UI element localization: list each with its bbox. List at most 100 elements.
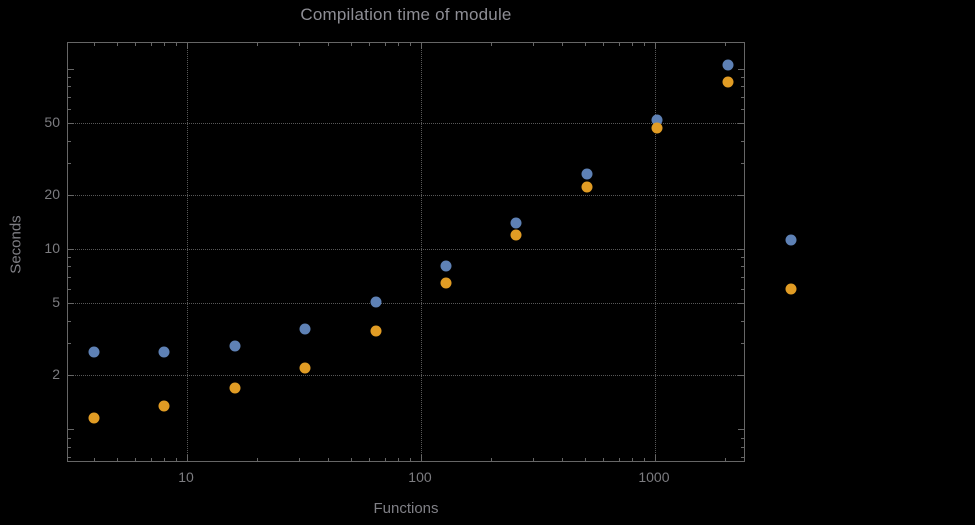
tick-mark [398, 458, 399, 461]
tick-mark [68, 141, 71, 142]
y-gridline [68, 194, 744, 196]
x-gridline [187, 43, 188, 461]
y-tick-label: 20 [44, 185, 60, 202]
tick-mark [68, 321, 71, 322]
tick-mark [603, 43, 604, 46]
x-tick-label: 1000 [638, 469, 670, 485]
data-point-series-2-orange [299, 362, 311, 374]
tick-mark [299, 458, 300, 461]
x-tick-label: 10 [178, 469, 194, 485]
tick-mark [68, 123, 74, 124]
data-point-series-2-orange [651, 122, 663, 134]
data-point-series-2-orange [229, 382, 241, 394]
tick-mark [741, 77, 744, 78]
tick-mark [738, 123, 744, 124]
tick-mark [741, 343, 744, 344]
tick-mark [328, 43, 329, 46]
tick-mark [585, 458, 586, 461]
tick-mark [619, 43, 620, 46]
tick-mark [655, 455, 656, 461]
x-tick-label: 100 [408, 469, 432, 485]
tick-mark [164, 458, 165, 461]
tick-mark [68, 457, 71, 458]
tick-mark [619, 458, 620, 461]
tick-mark [68, 277, 71, 278]
tick-mark [151, 458, 152, 461]
data-point-series-2-orange [440, 277, 452, 289]
tick-mark [741, 109, 744, 110]
tick-mark [68, 266, 71, 267]
tick-mark [562, 43, 563, 46]
tick-mark [741, 163, 744, 164]
y-tick-label: 50 [44, 114, 60, 131]
x-gridline [420, 43, 422, 461]
tick-mark [117, 43, 118, 46]
data-point-series-1-blue [370, 296, 382, 308]
tick-mark [738, 375, 744, 376]
tick-mark [398, 43, 399, 46]
tick-mark [741, 86, 744, 87]
tick-mark [741, 457, 744, 458]
data-point-series-1-blue [722, 59, 734, 71]
data-point-series-2-orange [510, 229, 522, 241]
tick-mark [257, 43, 258, 46]
tick-mark [151, 43, 152, 46]
tick-mark [68, 69, 74, 70]
tick-mark [68, 77, 71, 78]
tick-mark [68, 249, 74, 250]
y-gridline [68, 249, 744, 251]
tick-mark [94, 458, 95, 461]
tick-mark [644, 43, 645, 46]
tick-mark [738, 195, 744, 196]
tick-mark [738, 303, 744, 304]
tick-mark [68, 257, 71, 258]
tick-mark [257, 458, 258, 461]
y-tick-label: 2 [52, 366, 60, 383]
tick-mark [738, 69, 744, 70]
tick-mark [135, 43, 136, 46]
x-gridline [654, 43, 656, 461]
tick-mark [187, 43, 188, 49]
tick-mark [585, 43, 586, 46]
tick-mark [632, 43, 633, 46]
tick-mark [385, 458, 386, 461]
data-point-series-1-blue [158, 346, 170, 358]
tick-mark [738, 249, 744, 250]
tick-mark [562, 458, 563, 461]
tick-mark [632, 458, 633, 461]
y-gridline [68, 303, 744, 305]
tick-mark [351, 43, 352, 46]
tick-mark [725, 458, 726, 461]
data-point-series-1-blue [581, 168, 593, 180]
tick-mark [738, 429, 744, 430]
data-point-series-2-orange [581, 181, 593, 193]
tick-mark [68, 109, 71, 110]
tick-mark [135, 458, 136, 461]
y-tick-label: 5 [52, 294, 60, 311]
data-point-series-2-orange [158, 400, 170, 412]
data-point-series-1-blue [88, 346, 100, 358]
tick-mark [68, 429, 74, 430]
tick-mark [68, 86, 71, 87]
tick-mark [351, 458, 352, 461]
tick-mark [369, 458, 370, 461]
tick-mark [369, 43, 370, 46]
tick-mark [741, 97, 744, 98]
tick-mark [68, 438, 71, 439]
tick-mark [68, 375, 74, 376]
legend-marker-series-2-orange [785, 283, 797, 295]
tick-mark [299, 43, 300, 46]
data-point-series-2-orange [88, 412, 100, 424]
data-point-series-1-blue [440, 260, 452, 272]
tick-mark [328, 458, 329, 461]
tick-mark [655, 43, 656, 49]
tick-mark [117, 458, 118, 461]
tick-mark [421, 455, 422, 461]
tick-mark [176, 43, 177, 46]
tick-mark [741, 447, 744, 448]
tick-mark [68, 163, 71, 164]
plot-area [67, 42, 745, 462]
tick-mark [68, 195, 74, 196]
tick-mark [491, 43, 492, 46]
